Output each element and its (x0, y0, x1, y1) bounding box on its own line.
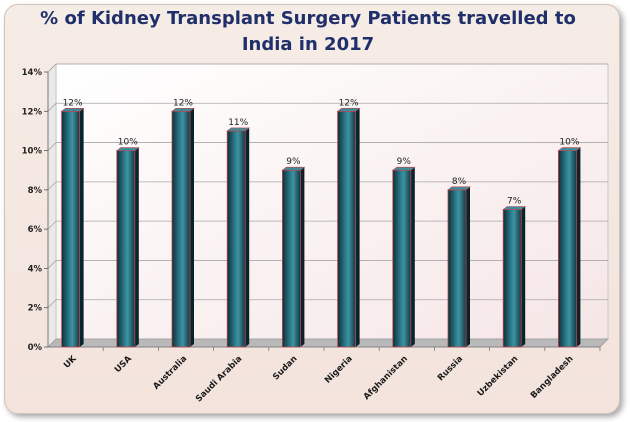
bar-top (391, 166, 416, 171)
bar (281, 166, 306, 348)
bar (336, 107, 361, 348)
data-label: 9% (286, 157, 301, 167)
bar-front (502, 209, 522, 348)
gridline-diag (47, 181, 57, 191)
data-label: 11% (228, 118, 248, 128)
y-tick-label: 12% (22, 107, 43, 117)
bar-side (576, 147, 581, 347)
bar-top (557, 147, 582, 151)
data-label: 9% (397, 157, 412, 167)
bar-front (116, 150, 136, 348)
bar-top (447, 186, 471, 191)
bar-front (226, 130, 246, 348)
bar-side (355, 108, 360, 348)
bar (115, 147, 140, 348)
y-tick-label: 14% (22, 68, 43, 78)
y-tick-label: 2% (28, 304, 43, 314)
gridline-diag (47, 142, 57, 151)
gridline-diag (47, 220, 57, 230)
y-tick-label: 4% (28, 264, 43, 274)
x-category-label: Sudan (271, 354, 299, 382)
bar-front (281, 169, 301, 348)
data-label: 8% (452, 177, 467, 187)
bar (502, 206, 527, 348)
bar-front (558, 150, 577, 348)
bar-top (115, 147, 140, 151)
data-label: 12% (339, 98, 359, 108)
gridline-diag (47, 63, 57, 73)
x-category-label: UK (62, 354, 79, 371)
bar-top (336, 107, 361, 112)
x-category-label: Nigeria (323, 354, 355, 386)
data-label: 10% (559, 138, 579, 148)
x-category-label: Bangladesh (529, 354, 576, 401)
bar-top (281, 166, 306, 171)
bar-top (226, 127, 251, 132)
bar-front (392, 169, 412, 348)
bar-side (300, 167, 305, 347)
bar-side (134, 147, 139, 347)
bar (60, 107, 85, 348)
x-category-label: Russia (436, 354, 465, 383)
y-tick-label: 0% (28, 343, 43, 353)
gridline-diag (47, 299, 57, 308)
bar-side (190, 108, 194, 348)
data-label: 12% (173, 98, 193, 108)
bar (171, 107, 195, 348)
plot-side-wall (47, 63, 57, 348)
y-tick-label: 6% (28, 225, 43, 235)
y-tick-label: 8% (28, 186, 43, 196)
bar-top (60, 107, 85, 112)
gridline-diag (47, 260, 57, 269)
bar-side (466, 186, 470, 347)
bar-top (502, 206, 527, 210)
bar-front (337, 110, 357, 348)
bar-front (171, 110, 191, 348)
x-category-label: Saudi Arabia (194, 354, 244, 404)
bar (391, 166, 416, 348)
x-category-label: Afghanistan (362, 354, 410, 402)
bar (557, 147, 582, 348)
bar-front (61, 110, 80, 348)
bar-side (410, 167, 415, 347)
y-tick-label: 10% (22, 147, 43, 157)
bar-side (245, 127, 250, 347)
x-category-label: USA (113, 354, 134, 375)
bar (447, 186, 471, 348)
chart-title: % of Kidney Transplant Surgery Patients … (40, 8, 576, 55)
x-category-label: Australia (151, 354, 189, 392)
data-label: 12% (63, 98, 83, 108)
bar-side (79, 108, 84, 348)
bar-side (521, 206, 526, 347)
bar-front (447, 189, 467, 348)
bar-top (171, 107, 195, 112)
bar (226, 127, 251, 348)
data-label: 7% (507, 197, 522, 207)
data-label: 10% (118, 138, 138, 148)
gridline-diag (47, 103, 57, 112)
x-category-label: Uzbekistan (476, 354, 521, 399)
